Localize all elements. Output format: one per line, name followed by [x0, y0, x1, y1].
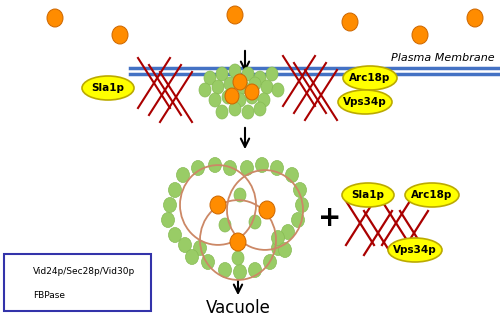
Ellipse shape — [248, 262, 262, 278]
Ellipse shape — [242, 105, 254, 119]
Ellipse shape — [261, 80, 273, 94]
Ellipse shape — [237, 80, 249, 94]
Text: Vps34p: Vps34p — [343, 97, 387, 107]
Ellipse shape — [254, 71, 266, 85]
Ellipse shape — [342, 183, 394, 207]
Ellipse shape — [256, 157, 268, 173]
Ellipse shape — [242, 67, 254, 81]
Ellipse shape — [162, 213, 174, 228]
Ellipse shape — [216, 67, 228, 81]
Ellipse shape — [230, 233, 246, 251]
FancyBboxPatch shape — [4, 254, 151, 311]
Ellipse shape — [186, 250, 198, 264]
Ellipse shape — [222, 90, 234, 104]
Ellipse shape — [467, 9, 483, 27]
Ellipse shape — [272, 241, 284, 255]
Ellipse shape — [216, 105, 228, 119]
Ellipse shape — [164, 197, 176, 213]
Ellipse shape — [246, 90, 258, 104]
Ellipse shape — [234, 93, 246, 107]
Ellipse shape — [270, 160, 283, 175]
Ellipse shape — [82, 76, 134, 100]
Ellipse shape — [229, 102, 241, 116]
Ellipse shape — [264, 254, 276, 270]
Ellipse shape — [168, 228, 181, 242]
Ellipse shape — [296, 197, 308, 213]
Text: +: + — [318, 204, 342, 232]
Ellipse shape — [210, 196, 226, 214]
Ellipse shape — [254, 102, 266, 116]
Ellipse shape — [208, 157, 222, 173]
Ellipse shape — [292, 213, 304, 228]
Ellipse shape — [16, 264, 28, 279]
Ellipse shape — [338, 90, 392, 114]
Ellipse shape — [272, 83, 284, 97]
Ellipse shape — [249, 77, 261, 91]
Ellipse shape — [272, 231, 284, 245]
Ellipse shape — [227, 6, 243, 24]
Ellipse shape — [240, 160, 254, 175]
Ellipse shape — [278, 242, 291, 258]
Ellipse shape — [15, 287, 29, 303]
Ellipse shape — [47, 9, 63, 27]
Ellipse shape — [218, 262, 232, 278]
Ellipse shape — [266, 67, 278, 81]
Ellipse shape — [294, 183, 306, 197]
Ellipse shape — [388, 238, 442, 262]
Ellipse shape — [234, 188, 246, 202]
Ellipse shape — [202, 254, 214, 270]
Text: Vid24p/Sec28p/Vid30p: Vid24p/Sec28p/Vid30p — [33, 268, 135, 277]
Ellipse shape — [192, 160, 204, 175]
Text: Vacuole: Vacuole — [206, 299, 270, 317]
Ellipse shape — [199, 83, 211, 97]
Ellipse shape — [245, 84, 259, 100]
Text: FBPase: FBPase — [33, 290, 65, 299]
Ellipse shape — [212, 80, 224, 94]
Ellipse shape — [168, 183, 181, 197]
Ellipse shape — [209, 93, 221, 107]
Ellipse shape — [204, 71, 216, 85]
Ellipse shape — [225, 88, 239, 104]
Ellipse shape — [178, 238, 192, 252]
Text: Sla1p: Sla1p — [92, 83, 124, 93]
Ellipse shape — [343, 66, 397, 90]
Ellipse shape — [342, 13, 358, 31]
Ellipse shape — [219, 218, 231, 232]
Ellipse shape — [233, 74, 247, 90]
Ellipse shape — [259, 201, 275, 219]
Text: Arc18p: Arc18p — [350, 73, 391, 83]
Ellipse shape — [112, 26, 128, 44]
Ellipse shape — [412, 26, 428, 44]
Text: Sla1p: Sla1p — [352, 190, 384, 200]
Ellipse shape — [249, 215, 261, 229]
Ellipse shape — [176, 167, 190, 183]
Ellipse shape — [234, 264, 246, 279]
Text: Vps34p: Vps34p — [393, 245, 437, 255]
Ellipse shape — [224, 77, 236, 91]
Text: Arc18p: Arc18p — [412, 190, 453, 200]
Ellipse shape — [258, 93, 270, 107]
Ellipse shape — [282, 224, 294, 240]
Ellipse shape — [286, 167, 298, 183]
Ellipse shape — [194, 241, 206, 255]
Ellipse shape — [405, 183, 459, 207]
Text: Plasma Membrane: Plasma Membrane — [392, 53, 495, 63]
Ellipse shape — [224, 160, 236, 175]
Ellipse shape — [229, 64, 241, 78]
Ellipse shape — [232, 251, 244, 265]
